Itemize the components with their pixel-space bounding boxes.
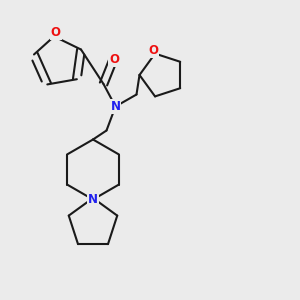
Text: N: N xyxy=(110,100,121,113)
Text: N: N xyxy=(88,193,98,206)
Text: O: O xyxy=(148,44,158,57)
Text: O: O xyxy=(109,53,119,66)
Text: O: O xyxy=(51,26,61,39)
